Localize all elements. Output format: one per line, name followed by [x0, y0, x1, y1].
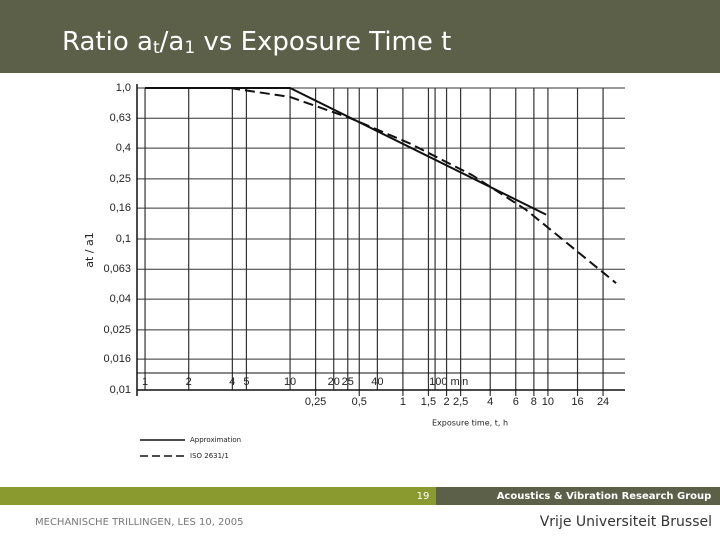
- x-axis-label: Exposure time, t, h: [432, 419, 508, 428]
- x-tick-label: 20: [328, 376, 340, 388]
- footer-band-dark: [436, 487, 720, 505]
- x-tick-label: 5: [243, 376, 249, 388]
- legend-label: Approximation: [190, 436, 241, 444]
- footer-band: [0, 487, 436, 505]
- x2-tick-label: 24: [597, 396, 609, 408]
- y-tick-label: 0,063: [103, 263, 131, 275]
- x-tick-label: 4: [229, 376, 235, 388]
- x2-tick-label: 4: [487, 396, 493, 408]
- x2-tick-label: 0,25: [305, 396, 326, 408]
- y-tick-label: 1,0: [116, 82, 131, 94]
- legend-label: ISO 2631/1: [190, 452, 229, 460]
- course-name: MECHANISCHE TRILLINGEN, LES 10, 2005: [35, 517, 244, 528]
- university: Vrije Universiteit Brussel: [540, 514, 712, 530]
- x-tick-label: 10: [284, 376, 296, 388]
- x2-tick-label: 0,5: [352, 396, 367, 408]
- y-tick-label: 0,025: [103, 324, 131, 336]
- x2-tick-label: 1,5: [421, 396, 436, 408]
- x2-tick-label: 8: [531, 396, 537, 408]
- x2-tick-label: 2,5: [453, 396, 468, 408]
- y-tick-label: 0,04: [110, 293, 131, 305]
- x-tick-label: 1: [142, 376, 148, 388]
- x-tick-label: 25: [342, 376, 354, 388]
- x-tick-label: 2: [186, 376, 192, 388]
- x-tick-label: 100 min: [429, 376, 468, 388]
- y-axis-label: at / a1: [83, 232, 96, 268]
- y-tick-label: 0,63: [110, 112, 131, 124]
- page-number: 19: [417, 491, 430, 502]
- y-tick-label: 0,1: [116, 233, 131, 245]
- y-tick-label: 0,25: [110, 173, 131, 185]
- slide-title: Ratio at/a1 vs Exposure Time t: [62, 27, 451, 59]
- x2-tick-label: 10: [542, 396, 554, 408]
- y-tick-label: 0,016: [103, 353, 131, 365]
- series-line: [229, 87, 617, 284]
- x-tick-label: 40: [371, 376, 383, 388]
- y-tick-label: 0,4: [116, 142, 131, 154]
- x2-tick-label: 2: [444, 396, 450, 408]
- x2-tick-label: 16: [571, 396, 583, 408]
- x2-tick-label: 6: [513, 396, 519, 408]
- x2-tick-label: 1: [400, 396, 406, 408]
- y-tick-label: 0,01: [110, 384, 131, 396]
- plot: 1,00,630,40,250,160,10,0630,040,0250,016…: [83, 82, 625, 460]
- y-tick-label: 0,16: [110, 202, 131, 214]
- title-bar: [0, 0, 720, 73]
- group-name: Acoustics & Vibration Research Group: [497, 491, 712, 502]
- series-line: [145, 87, 547, 216]
